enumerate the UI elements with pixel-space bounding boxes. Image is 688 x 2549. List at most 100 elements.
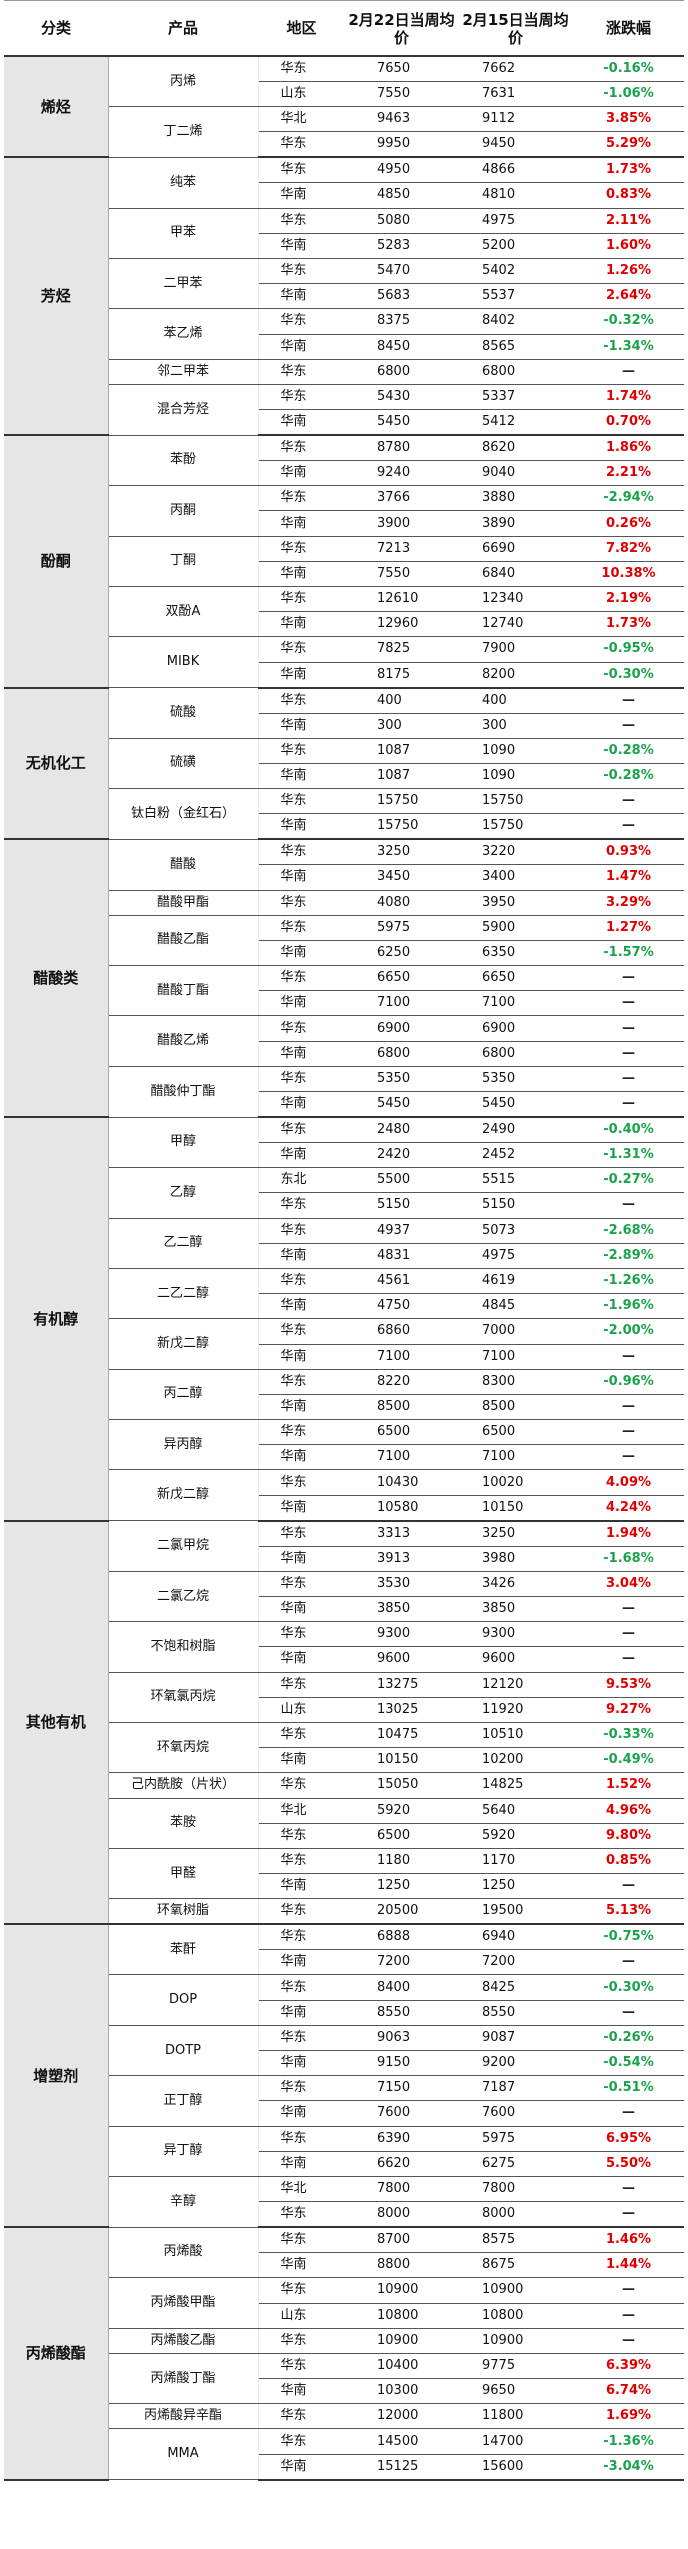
product-cell: 醋酸乙酯 — [108, 915, 259, 967]
change-cell: -1.26% — [573, 1268, 684, 1295]
price-table: 分类 产品 地区 2月22日当周均价 2月15日当周均价 涨跌幅 烯烃 丙烯 华东 7… — [4, 0, 684, 2481]
previous-price-cell: 4866 — [458, 157, 573, 184]
table-row: 华南 7100 7100— — [4, 1444, 684, 1471]
previous-price-cell: 10900 — [458, 2277, 573, 2304]
current-price-cell: 9300 — [345, 1621, 458, 1648]
table-row: 华南 10300 9650 6.74% — [4, 2378, 684, 2405]
previous-price-cell: 8500 — [458, 1394, 573, 1421]
region-cell: 华南 — [258, 561, 345, 588]
previous-price-cell: 1250 — [458, 1873, 573, 1900]
region-cell: 华南 — [258, 2454, 345, 2481]
previous-price-cell: 5975 — [458, 2126, 573, 2152]
change-cell: — — [573, 1041, 684, 1067]
current-price-cell: 7150 — [345, 2075, 458, 2102]
current-price-cell: 4750 — [345, 1293, 458, 1320]
previous-price-cell: 11920 — [458, 1697, 573, 1723]
previous-price-cell: 8425 — [458, 1974, 573, 2001]
current-price-cell: 4850 — [345, 182, 458, 209]
change-cell: — — [573, 1873, 684, 1900]
previous-price-cell: 4975 — [458, 208, 573, 234]
region-cell: 华东 — [258, 1066, 345, 1093]
current-price-cell: 1180 — [345, 1848, 458, 1875]
change-cell: — — [573, 1419, 684, 1446]
change-cell: -1.96% — [573, 1293, 684, 1320]
previous-price-cell: 7000 — [458, 1318, 573, 1345]
product-cell: 二乙二醇 — [108, 1268, 259, 1320]
change-cell: -0.27% — [573, 1167, 684, 1194]
region-cell: 华东 — [258, 536, 345, 562]
change-cell: — — [573, 965, 684, 992]
change-cell: 6.74% — [573, 2378, 684, 2405]
region-cell: 华南 — [258, 283, 345, 310]
current-price-cell: 3900 — [345, 510, 458, 537]
change-cell: — — [573, 813, 684, 841]
table-row: 华南 4850 4810 0.83% — [4, 182, 684, 209]
change-cell: — — [573, 788, 684, 815]
table-row: 二甲苯 华东 5470 5402 1.26% — [4, 258, 684, 310]
change-cell: 1.86% — [573, 435, 684, 462]
product-cell: 醋酸 — [108, 839, 259, 891]
region-cell: 华东 — [258, 258, 345, 285]
table-row: MIBK 华东 7825 7900 -0.95% — [4, 636, 684, 689]
previous-price-cell: 14700 — [458, 2428, 573, 2455]
region-cell: 华东 — [258, 1848, 345, 1875]
table-row: 增塑剂 苯酐 华东 6888 6940 -0.75% — [4, 1924, 684, 2229]
change-cell: -1.31% — [573, 1142, 684, 1169]
region-cell: 华东 — [258, 636, 345, 663]
current-price-cell: 5450 — [345, 409, 458, 437]
previous-price-cell: 3850 — [458, 1596, 573, 1623]
previous-price-cell: 15750 — [458, 788, 573, 815]
region-cell: 华东 — [258, 1015, 345, 1042]
current-price-cell: 6650 — [345, 965, 458, 992]
region-cell: 华南 — [258, 1243, 345, 1269]
previous-price-cell: 9087 — [458, 2025, 573, 2052]
current-price-cell: 8500 — [345, 1394, 458, 1421]
previous-price-cell: 7100 — [458, 1344, 573, 1370]
table-row: 醋酸丁酯 华东 6650 6650— — [4, 965, 684, 1017]
region-cell: 华东 — [258, 1974, 345, 2001]
region-cell: 华南 — [258, 940, 345, 967]
table-row: 异丁醇 华东 6390 5975 6.95% — [4, 2126, 684, 2177]
region-cell: 华南 — [258, 2151, 345, 2177]
previous-price-cell: 6500 — [458, 1419, 573, 1446]
region-cell: 华东 — [258, 2201, 345, 2229]
table-row: 华南 9600 9600— — [4, 1646, 684, 1673]
current-price-cell: 4080 — [345, 890, 458, 916]
region-cell: 华南 — [258, 990, 345, 1017]
previous-price-cell: 8675 — [458, 2252, 573, 2279]
product-cell: 己内酰胺（片状） — [108, 1772, 259, 1799]
product-cell: 环氧树脂 — [108, 1898, 259, 1926]
region-cell: 华东 — [258, 384, 345, 411]
table-row: 丙烯酸乙酯 华东 10900 10900— — [4, 2328, 684, 2354]
product-cell: 醋酸甲酯 — [108, 890, 259, 916]
current-price-cell: 3530 — [345, 1571, 458, 1598]
table-row: 华南 5283 5200 1.60% — [4, 233, 684, 259]
previous-price-cell: 5073 — [458, 1218, 573, 1244]
current-price-cell: 7200 — [345, 1949, 458, 1976]
table-row: 华南 4831 4975 -2.89% — [4, 1243, 684, 1269]
category-cell: 有机醇 — [4, 1117, 109, 1522]
current-price-cell: 10475 — [345, 1722, 458, 1749]
change-cell: -0.28% — [573, 738, 684, 764]
previous-price-cell: 3980 — [458, 1546, 573, 1572]
change-cell: 9.53% — [573, 1672, 684, 1698]
current-price-cell: 7213 — [345, 536, 458, 562]
previous-price-cell: 10900 — [458, 2328, 573, 2354]
region-cell: 华南 — [258, 1394, 345, 1421]
change-cell: 7.82% — [573, 536, 684, 562]
product-cell: 纯苯 — [108, 157, 259, 209]
previous-price-cell: 12340 — [458, 586, 573, 613]
previous-price-cell: 6350 — [458, 940, 573, 967]
change-cell: 1.26% — [573, 258, 684, 285]
product-cell: 苯酚 — [108, 435, 259, 487]
current-price-cell: 400 — [345, 687, 458, 714]
previous-price-cell: 4619 — [458, 1268, 573, 1295]
current-price-cell: 7650 — [345, 56, 458, 82]
previous-price-cell: 3426 — [458, 1571, 573, 1598]
region-cell: 华东 — [258, 687, 345, 714]
current-price-cell: 6860 — [345, 1318, 458, 1345]
change-cell: -0.30% — [573, 1974, 684, 2001]
previous-price-cell: 7662 — [458, 56, 573, 82]
table-row: 甲苯 华东 5080 4975 2.11% — [4, 208, 684, 259]
table-row: 华南 6620 6275 5.50% — [4, 2151, 684, 2177]
